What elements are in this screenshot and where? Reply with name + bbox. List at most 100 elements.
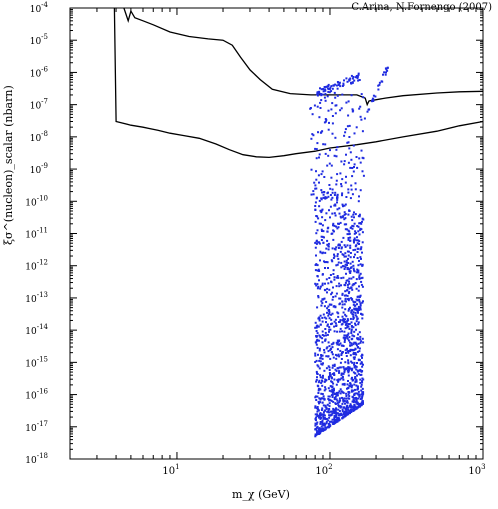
y-tick-label: 10-9 (30, 162, 48, 176)
scatter-point (317, 131, 319, 134)
scatter-point (351, 334, 354, 337)
scatter-point (353, 363, 355, 366)
scatter-point (322, 230, 325, 233)
scatter-point (334, 410, 337, 413)
scatter-point (336, 343, 339, 346)
scatter-point (327, 128, 330, 131)
scatter-point (357, 72, 360, 75)
scatter-point (325, 334, 327, 337)
scatter-point (361, 356, 363, 359)
scatter-point (322, 414, 325, 417)
scatter-point (324, 386, 327, 389)
scatter-point (310, 168, 313, 171)
scatter-point (353, 356, 356, 359)
scatter-point (347, 238, 350, 241)
scatter-point (335, 408, 338, 411)
scatter-point (352, 343, 355, 346)
scatter-point (360, 393, 363, 396)
scatter-point (318, 156, 320, 159)
scatter-point (338, 330, 341, 333)
scatter-point (318, 367, 321, 370)
scatter-point (362, 96, 365, 99)
scatter-point (338, 397, 341, 400)
scatter-point (357, 264, 360, 267)
scatter-point (321, 316, 324, 319)
scatter-point (341, 330, 343, 333)
scatter-point (338, 410, 341, 412)
scatter-point (318, 359, 321, 362)
scatter-point (323, 96, 326, 99)
scatter-point (323, 380, 326, 383)
scatter-point (347, 257, 349, 260)
scatter-point (326, 239, 329, 242)
scatter-point (359, 362, 362, 365)
scatter-point (342, 265, 345, 268)
scatter-point (334, 96, 337, 99)
scatter-point (328, 378, 330, 381)
scatter-point (349, 77, 352, 80)
scatter-point (320, 235, 323, 238)
scatter-point (333, 378, 336, 381)
scatter-point (329, 357, 332, 360)
scatter-point (359, 398, 362, 400)
scatter-point (333, 320, 336, 323)
scatter-point (360, 373, 363, 376)
scatter-point (361, 220, 363, 223)
scatter-point (311, 113, 314, 116)
scatter-point (360, 280, 363, 283)
scatter-point (344, 245, 347, 248)
scatter-point (312, 190, 315, 193)
scatter-point (344, 336, 347, 339)
scatter-point (319, 287, 322, 290)
scatter-point (323, 414, 326, 417)
scatter-point (323, 316, 326, 319)
scatter-point (324, 88, 327, 91)
scatter-point (348, 230, 351, 233)
scatter-point (343, 79, 345, 82)
scatter-point (349, 317, 352, 320)
scatter-point (338, 285, 341, 288)
scatter-point (316, 407, 318, 410)
scatter-point (326, 410, 329, 413)
scatter-point (347, 299, 350, 302)
scatter-point (354, 76, 357, 79)
scatter-point (317, 268, 320, 271)
scatter-point (346, 334, 349, 336)
scatter-point (351, 260, 354, 263)
scatter-point (348, 232, 351, 235)
scatter-point (361, 396, 364, 398)
scatter-point (341, 396, 343, 399)
scatter-point (341, 293, 344, 296)
scatter-point (337, 379, 340, 382)
scatter-point (352, 398, 355, 401)
scatter-point (362, 218, 365, 221)
scatter-point (335, 369, 338, 372)
scatter-point (318, 387, 321, 390)
scatter-point (324, 426, 327, 429)
scatter-point (337, 416, 340, 419)
scatter-point (355, 392, 358, 395)
scatter-point (320, 425, 323, 428)
scatter-point (339, 399, 342, 402)
scatter-point (319, 398, 322, 400)
scatter-point (319, 101, 322, 104)
scatter-point (359, 378, 362, 381)
scatter-point (346, 324, 349, 327)
scatter-point (322, 88, 325, 90)
scatter-point (317, 365, 320, 368)
scatter-point (325, 119, 328, 122)
scatter-point (346, 369, 349, 372)
scatter-point (335, 104, 338, 107)
scatter-point (332, 257, 335, 259)
scatter-point (324, 289, 327, 292)
scatter-point (332, 387, 335, 390)
scatter-point (344, 318, 346, 321)
scatter-point (345, 272, 347, 275)
scatter-point (318, 270, 321, 272)
scatter-point (346, 289, 348, 292)
scatter-point (359, 256, 362, 259)
scatter-point (352, 315, 355, 318)
scatter-point (359, 341, 362, 344)
scatter-point (344, 412, 347, 415)
